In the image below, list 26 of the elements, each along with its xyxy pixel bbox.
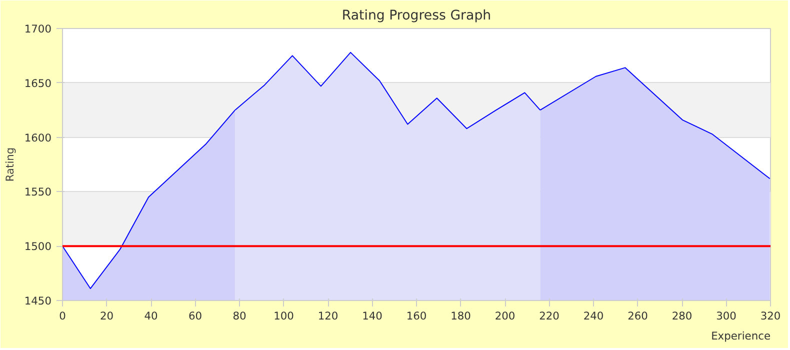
y-tick-label: 1650 bbox=[24, 76, 52, 90]
x-tick-label: 20 bbox=[100, 310, 114, 322]
x-tick-label: 120 bbox=[318, 310, 338, 322]
x-tick-label: 260 bbox=[628, 310, 648, 322]
y-tick-label: 1600 bbox=[24, 131, 52, 144]
x-tick-label: 280 bbox=[672, 310, 692, 322]
y-tick-label: 1700 bbox=[24, 22, 52, 36]
y-tick-label: 1450 bbox=[24, 294, 52, 308]
x-axis-title: Experience bbox=[711, 330, 771, 342]
x-tick-label: 60 bbox=[188, 310, 202, 322]
x-tick-label: 320 bbox=[760, 310, 781, 322]
x-tick-label: 240 bbox=[583, 310, 604, 322]
x-tick-label: 100 bbox=[274, 310, 294, 322]
chart-title: Rating Progress Graph bbox=[342, 8, 492, 24]
x-tick-label: 180 bbox=[450, 310, 472, 322]
x-tick-label: 200 bbox=[494, 310, 516, 322]
y-tick-label: 1550 bbox=[24, 186, 52, 199]
x-tick-label: 220 bbox=[539, 310, 560, 322]
y-axis-title: Rating bbox=[3, 147, 16, 182]
x-tick-label: 80 bbox=[232, 310, 246, 322]
x-tick-label: 300 bbox=[716, 310, 737, 322]
x-tick-label: 40 bbox=[144, 310, 158, 322]
x-tick-label: 140 bbox=[362, 310, 383, 322]
y-tick-label: 1500 bbox=[24, 240, 52, 254]
x-tick-label: 160 bbox=[406, 310, 427, 322]
x-tick-label: 0 bbox=[59, 310, 66, 322]
